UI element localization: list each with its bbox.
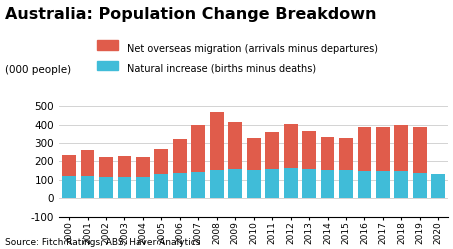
Bar (62, 176, 76, 198)
Bar (247, 170, 260, 198)
Bar (191, 172, 205, 198)
Bar (99, 177, 113, 198)
Bar (376, 127, 390, 171)
Bar (62, 155, 76, 176)
Bar (173, 139, 187, 173)
Bar (228, 169, 242, 198)
Text: Australia: Population Change Breakdown: Australia: Population Change Breakdown (5, 7, 376, 22)
Text: Natural increase (births minus deaths): Natural increase (births minus deaths) (127, 63, 316, 73)
Bar (357, 171, 371, 198)
Text: (000 people): (000 people) (5, 65, 71, 75)
Bar (265, 169, 279, 198)
Bar (413, 173, 427, 198)
Bar (302, 169, 316, 198)
Bar (321, 137, 334, 170)
Bar (210, 170, 224, 198)
Bar (284, 168, 298, 198)
Bar (117, 156, 131, 177)
Bar (431, 174, 445, 198)
Bar (210, 112, 224, 170)
Bar (395, 171, 408, 198)
Bar (265, 132, 279, 169)
Bar (284, 124, 298, 168)
Bar (81, 176, 94, 198)
Text: Source: Fitch Ratings, ABS, Haver Analytics: Source: Fitch Ratings, ABS, Haver Analyt… (5, 238, 200, 247)
Bar (395, 125, 408, 171)
Bar (302, 131, 316, 169)
Bar (357, 126, 371, 171)
Bar (136, 177, 150, 198)
Bar (339, 170, 353, 198)
Bar (81, 150, 94, 176)
Bar (154, 174, 168, 198)
Bar (191, 125, 205, 172)
Bar (136, 157, 150, 177)
Bar (339, 137, 353, 170)
Bar (173, 173, 187, 198)
Bar (154, 149, 168, 174)
Bar (321, 170, 334, 198)
Text: Net overseas migration (arrivals minus departures): Net overseas migration (arrivals minus d… (127, 44, 378, 54)
Bar (376, 171, 390, 198)
Bar (117, 177, 131, 198)
Bar (247, 138, 260, 170)
Bar (413, 127, 427, 173)
Bar (228, 122, 242, 169)
Bar (99, 157, 113, 177)
